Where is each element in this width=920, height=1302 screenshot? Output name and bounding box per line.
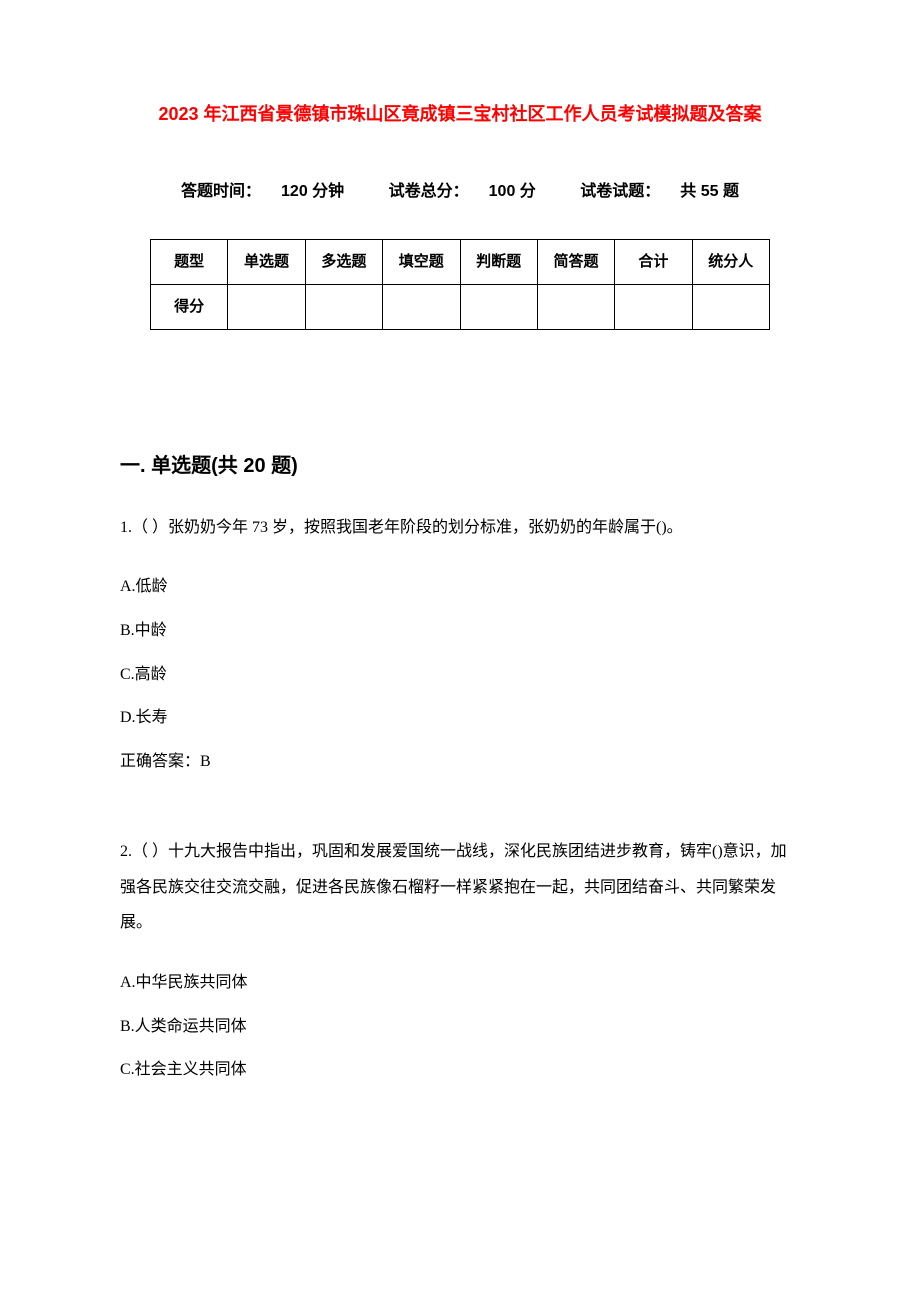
header-short: 简答题 (537, 240, 614, 285)
header-total: 合计 (615, 240, 692, 285)
question-2: 2.（ ）十九大报告中指出，巩固和发展爱国统一战线，深化民族团结进步教育，铸牢(… (120, 834, 800, 1082)
question-stem: 2.（ ）十九大报告中指出，巩固和发展爱国统一战线，深化民族团结进步教育，铸牢(… (120, 834, 800, 940)
count-label: 试卷试题：共 55 题 (570, 183, 749, 200)
option-b: B.中龄 (120, 618, 800, 644)
option-c: C.高龄 (120, 662, 800, 688)
option-a: A.中华民族共同体 (120, 970, 800, 996)
question-1: 1.（ ）张奶奶今年 73 岁，按照我国老年阶段的划分标准，张奶奶的年龄属于()… (120, 512, 800, 774)
score-cell (537, 285, 614, 330)
option-b: B.人类命运共同体 (120, 1014, 800, 1040)
header-scorer: 统分人 (692, 240, 769, 285)
score-cell (615, 285, 692, 330)
option-d: D.长寿 (120, 705, 800, 731)
header-fill: 填空题 (383, 240, 460, 285)
option-a: A.低龄 (120, 574, 800, 600)
question-stem: 1.（ ）张奶奶今年 73 岁，按照我国老年阶段的划分标准，张奶奶的年龄属于()… (120, 512, 800, 544)
score-cell (460, 285, 537, 330)
header-multi: 多选题 (305, 240, 382, 285)
table-row: 得分 (151, 285, 770, 330)
score-cell (228, 285, 305, 330)
header-type: 题型 (151, 240, 228, 285)
exam-meta: 答题时间：120 分钟 试卷总分：100 分 试卷试题：共 55 题 (120, 179, 800, 205)
time-label: 答题时间：120 分钟 (171, 183, 354, 200)
document-title: 2023 年江西省景德镇市珠山区竟成镇三宝村社区工作人员考试模拟题及答案 (120, 100, 800, 129)
table-row: 题型 单选题 多选题 填空题 判断题 简答题 合计 统分人 (151, 240, 770, 285)
header-judge: 判断题 (460, 240, 537, 285)
option-c: C.社会主义共同体 (120, 1057, 800, 1083)
correct-answer: 正确答案：B (120, 749, 800, 775)
score-cell (383, 285, 460, 330)
score-cell (692, 285, 769, 330)
section-title: 一. 单选题(共 20 题) (120, 450, 800, 482)
row-label-score: 得分 (151, 285, 228, 330)
score-table: 题型 单选题 多选题 填空题 判断题 简答题 合计 统分人 得分 (150, 239, 770, 330)
header-single: 单选题 (228, 240, 305, 285)
total-label: 试卷总分：100 分 (379, 183, 546, 200)
score-cell (305, 285, 382, 330)
